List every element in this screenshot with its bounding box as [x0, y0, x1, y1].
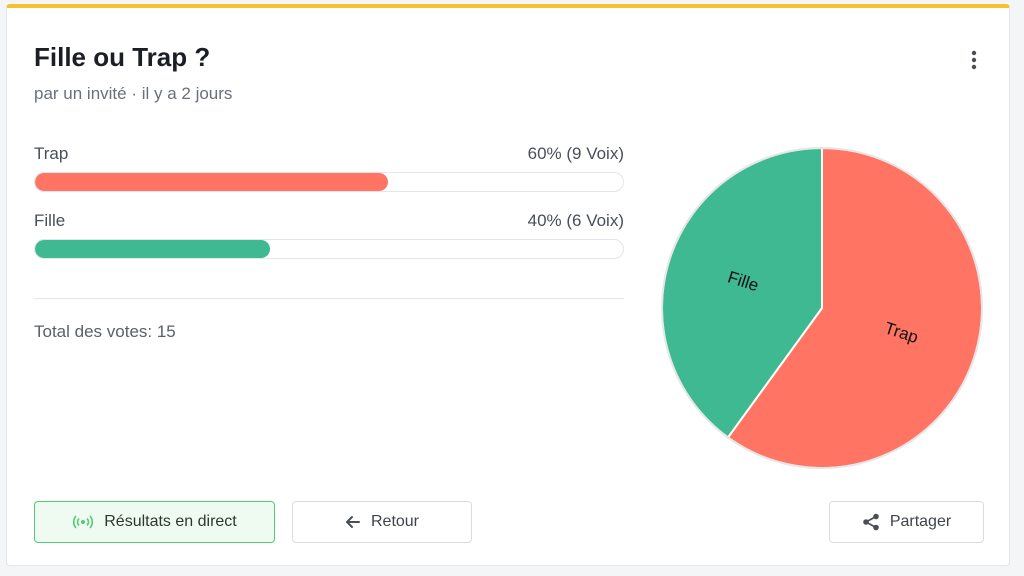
more-vertical-icon — [971, 50, 977, 70]
arrow-left-icon — [345, 516, 360, 528]
total-votes: Total des votes: 15 — [34, 322, 176, 341]
back-label: Retour — [370, 513, 420, 530]
pie-outline — [661, 147, 983, 469]
option-result: 60% (9 Voix) — [527, 144, 624, 163]
progress-bar — [34, 239, 624, 259]
option-label: Trap — [34, 144, 69, 163]
share-icon — [863, 513, 879, 531]
poll-card: Fille ou Trap ? par un invité · il y a 2… — [6, 4, 1010, 566]
progress-fill — [35, 173, 388, 191]
live-results-button[interactable]: Résultats en direct — [34, 501, 275, 543]
poll-title: Fille ou Trap ? — [34, 42, 211, 72]
more-options-button[interactable] — [961, 42, 987, 78]
share-label: Partager — [889, 513, 952, 530]
live-results-label: Résultats en direct — [104, 513, 237, 530]
progress-bar — [34, 172, 624, 192]
option-label: Fille — [34, 211, 66, 230]
broadcast-icon — [73, 515, 94, 529]
option-trap: Trap 60% (9 Voix) — [34, 144, 624, 192]
option-result: 40% (6 Voix) — [527, 211, 624, 230]
share-button[interactable]: Partager — [829, 501, 984, 543]
poll-subtitle: par un invité · il y a 2 jours — [34, 84, 233, 103]
back-button[interactable]: Retour — [292, 501, 472, 543]
option-fille: Fille 40% (6 Voix) — [34, 211, 624, 259]
progress-fill — [35, 240, 271, 258]
divider — [34, 298, 624, 299]
